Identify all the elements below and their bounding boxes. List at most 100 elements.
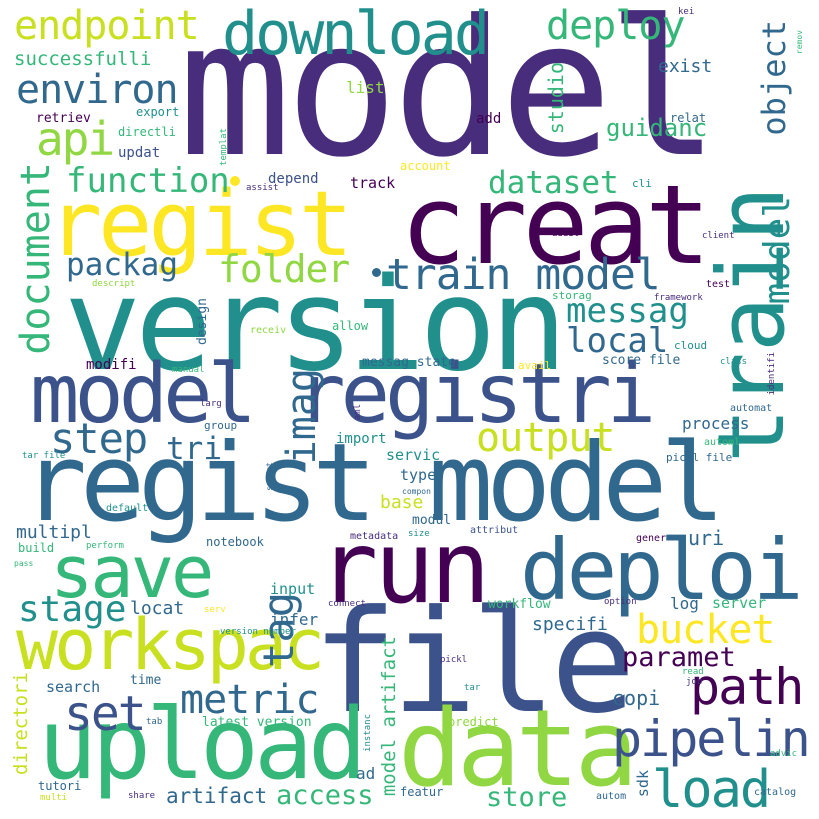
word-api: api [36,112,115,166]
word-catalog: catalog [754,787,797,798]
word-copi: copi [612,686,661,710]
word-local: local [566,321,669,361]
word-notebook: notebook [206,535,264,549]
dot-mark [230,176,240,186]
word-access: access [276,780,374,811]
word-test: test [706,279,731,290]
word-account: account [400,159,451,173]
word-tri: tri [166,431,222,467]
word-updat: updat [118,145,161,161]
word-framework: framework [654,293,703,303]
word-server: server [712,594,767,612]
dot-mark [372,268,381,277]
word-artifact: artifact [166,784,268,808]
word-track: track [350,174,396,192]
word-remov: remov [795,30,804,55]
word-manual: manual [172,365,205,375]
word-attribut: attribut [470,525,519,536]
word-cloud: cloud [674,339,708,352]
word-save: save [50,530,214,614]
word-regist: regist [48,172,353,277]
word-depend: depend [268,171,319,187]
word-object: object [755,20,793,136]
word-multipl: multipl [16,522,92,543]
word-automl: automl [704,437,741,448]
word-packag: packag [66,247,178,283]
word-sdk: sdk [634,770,652,798]
word-endpoint: endpoint [14,3,200,49]
word-tar-file: tar file [22,451,66,461]
word-paramet: paramet [622,642,736,673]
word-studio: studio [544,62,568,135]
word-relat: relat [670,111,707,125]
word-autom: autom [596,791,627,802]
word-aml: aml [353,404,363,421]
word-featur: featur [400,785,444,799]
word-folder: folder [218,247,350,291]
word-imag: imag [279,368,325,465]
word-class: class [720,357,748,367]
word-uri: uri [688,526,725,550]
word-select: select [265,462,274,491]
word-gener: gener [636,533,667,544]
word-train-model: train model [386,250,661,300]
word-pickl: pickl [440,655,468,665]
word-data: data [398,687,638,810]
word-workspac: workspac [16,604,325,686]
word-group: group [204,419,238,432]
word-allow: allow [332,319,369,333]
word-version: version [64,251,567,400]
word-exist: exist [658,56,713,77]
word-deploi: deploi [520,521,803,619]
word-file: file [312,580,636,745]
word-addit: addit [552,229,580,239]
word-pipelin: pipelin [612,710,811,768]
word-import: import [336,431,387,447]
word-document: document [13,162,59,355]
word-pickl-file: pickl file [666,451,733,464]
word-assist: assist [246,183,279,193]
word-set: set [64,686,147,742]
word-export: export [136,105,180,119]
word-ad: ad [356,764,376,783]
word-perform: perform [86,541,124,551]
word-list: list [346,78,385,97]
word-base: base [380,492,424,513]
word-score-file: score file [602,353,681,368]
word-instanc: instanc [363,714,373,752]
word-read: read [682,667,704,677]
word-metadata: metadata [350,531,399,542]
word-tar: tar [464,683,481,693]
word-directori: directori [10,672,32,775]
word-model: model [178,0,720,199]
word-design: design [195,298,210,345]
word-load: load [652,760,771,819]
word-connect: connect [328,599,366,609]
word-build: build [18,541,55,555]
word-infer: infer [270,610,319,629]
word-model-v: model [757,196,798,305]
word-modul: modul [412,513,452,528]
word-stage: stage [18,589,127,630]
word-search: search [46,678,101,696]
word-pass: pass [14,559,34,568]
word-process: process [682,414,750,433]
word-advic: advic [770,749,798,759]
word-latest-version: latest version [202,715,312,730]
word-tab: tab [146,717,163,727]
word-tutori: tutori [38,779,82,793]
word-option: option [604,597,637,607]
word-directli: directli [118,125,176,139]
word-bucket: bucket [636,607,775,653]
word-cli: cli [632,177,652,190]
word-run: run [318,509,491,626]
word-templat: templat [219,128,229,166]
word-storag: storag [552,289,592,302]
word-add: add [476,111,502,127]
word-upload: upload [38,688,367,802]
word-time: time [130,673,162,688]
word-path: path [690,658,804,716]
word-regist-model: regist model [22,421,725,546]
word-job: job [686,677,703,687]
